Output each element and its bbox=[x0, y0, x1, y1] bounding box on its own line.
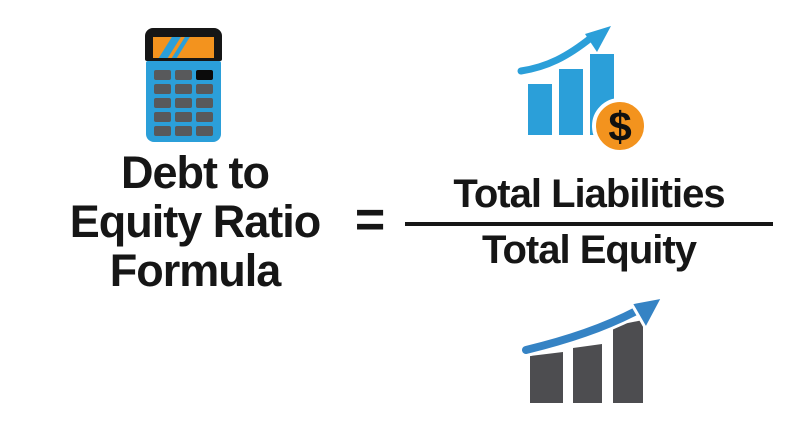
calculator-button bbox=[154, 126, 171, 136]
calculator-button bbox=[154, 84, 171, 94]
arrowhead bbox=[628, 294, 666, 333]
calculator-button bbox=[175, 126, 192, 136]
calculator-button bbox=[154, 98, 171, 108]
trend-arrow bbox=[522, 305, 644, 354]
bar bbox=[530, 352, 563, 403]
calculator-button bbox=[175, 112, 192, 122]
calculator-button bbox=[175, 84, 192, 94]
bar bbox=[528, 84, 552, 135]
calculator-button bbox=[175, 70, 192, 80]
denominator-label: Total Equity bbox=[482, 228, 697, 272]
dollar-coin bbox=[592, 98, 648, 154]
dollar-sign: $ bbox=[608, 103, 631, 150]
calculator-top-panel bbox=[145, 28, 222, 61]
fraction-bar bbox=[405, 222, 773, 226]
calculator-button bbox=[196, 98, 213, 108]
bar bbox=[559, 69, 583, 135]
trend-arrow bbox=[517, 33, 596, 75]
calculator-button bbox=[154, 70, 171, 80]
equals-sign: = bbox=[354, 191, 386, 249]
calculator-keypad bbox=[146, 61, 221, 142]
calculator-button bbox=[196, 70, 213, 80]
calculator-button bbox=[175, 98, 192, 108]
calculator-button bbox=[196, 112, 213, 122]
growth-chart-dollar-icon: $ bbox=[517, 26, 648, 154]
calculator-button bbox=[196, 126, 213, 136]
calculator-screen bbox=[153, 37, 214, 58]
calculator-button bbox=[154, 112, 171, 122]
bar bbox=[573, 344, 602, 403]
title-line: Debt to bbox=[121, 147, 270, 198]
calculator-icon bbox=[145, 28, 222, 142]
growth-chart-up-icon bbox=[519, 294, 666, 403]
calculator-button bbox=[196, 84, 213, 94]
page-title: Debt to Equity Ratio Formula bbox=[30, 148, 360, 295]
arrowhead bbox=[585, 26, 611, 52]
title-line: Equity Ratio bbox=[69, 196, 322, 247]
bar bbox=[613, 320, 643, 403]
numerator-label: Total Liabilities bbox=[453, 172, 725, 216]
title-line: Formula bbox=[109, 245, 282, 296]
